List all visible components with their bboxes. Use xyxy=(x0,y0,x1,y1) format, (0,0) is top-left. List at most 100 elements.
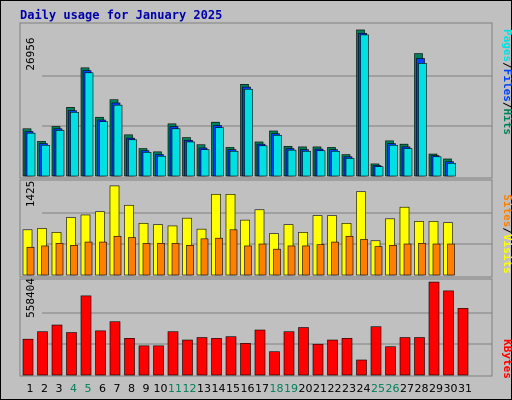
bar-kbytes-31 xyxy=(457,308,469,376)
bar-kbytes-6 xyxy=(95,330,106,376)
bar-pages-9 xyxy=(142,152,152,177)
bar-sites-6 xyxy=(99,241,107,276)
label-slash-1: / xyxy=(501,62,512,69)
ymax-label-hits: 26956 xyxy=(24,37,37,70)
x-label-7: 7 xyxy=(114,382,121,395)
bar-sites-29 xyxy=(432,243,441,276)
x-label-2: 2 xyxy=(41,382,48,395)
bar-sites-24 xyxy=(360,239,368,276)
bar-sites-26 xyxy=(389,245,397,276)
bar-pages-7 xyxy=(113,104,123,177)
x-label-26: 26 xyxy=(386,382,400,395)
bar-sites-3 xyxy=(55,243,64,276)
bar-kbytes-4 xyxy=(66,332,77,376)
chart-title: Daily usage for January 2025 xyxy=(20,8,223,22)
label-pages: Pages xyxy=(501,29,512,62)
x-label-18: 18 xyxy=(270,382,284,395)
bar-kbytes-12 xyxy=(182,339,193,376)
bar-pages-30 xyxy=(447,163,456,177)
bar-pages-23 xyxy=(345,158,355,177)
bar-kbytes-8 xyxy=(124,338,135,376)
bar-kbytes-7 xyxy=(109,321,121,376)
bar-pages-1 xyxy=(26,132,36,177)
bar-kbytes-20 xyxy=(298,327,309,376)
x-label-21: 21 xyxy=(313,382,327,395)
ymax-label-visits: 1425 xyxy=(24,181,37,208)
bar-pages-24 xyxy=(360,34,369,177)
right-label-sites-visits: Sites/Visits xyxy=(501,194,512,274)
bar-kbytes-17 xyxy=(254,329,266,376)
bar-sites-16 xyxy=(244,245,252,276)
bar-kbytes-29 xyxy=(428,281,440,376)
bar-sites-13 xyxy=(200,238,209,276)
x-label-10: 10 xyxy=(154,382,168,395)
bar-pages-17 xyxy=(258,145,268,177)
bar-pages-21 xyxy=(316,150,326,177)
label-visits: Visits xyxy=(501,234,512,274)
x-label-25: 25 xyxy=(371,382,385,395)
bar-kbytes-9 xyxy=(138,345,150,376)
bar-sites-22 xyxy=(331,241,339,276)
bar-kbytes-11 xyxy=(167,331,179,376)
label-slash-2: / xyxy=(501,102,512,109)
bar-kbytes-19 xyxy=(283,331,295,376)
bar-sites-11 xyxy=(171,243,180,276)
x-label-22: 22 xyxy=(328,382,342,395)
bar-sites-10 xyxy=(157,243,165,276)
bar-pages-15 xyxy=(229,150,239,177)
x-label-12: 12 xyxy=(183,382,197,395)
bar-pages-2 xyxy=(41,144,50,177)
bar-sites-5 xyxy=(84,241,93,276)
bar-pages-10 xyxy=(157,155,166,177)
bar-sites-15 xyxy=(229,229,238,276)
bar-pages-16 xyxy=(244,88,253,177)
bar-kbytes-30 xyxy=(443,290,454,376)
x-label-9: 9 xyxy=(143,382,150,395)
bar-pages-27 xyxy=(403,148,413,177)
bar-sites-4 xyxy=(70,245,78,276)
x-label-28: 28 xyxy=(415,382,429,395)
bar-pages-4 xyxy=(70,112,79,177)
x-label-3: 3 xyxy=(56,382,63,395)
bar-kbytes-16 xyxy=(240,343,251,376)
bar-kbytes-26 xyxy=(385,346,396,376)
bar-kbytes-10 xyxy=(153,345,164,376)
bar-sites-18 xyxy=(273,248,281,276)
bar-kbytes-1 xyxy=(22,338,34,376)
bars xyxy=(22,29,469,376)
bar-pages-13 xyxy=(200,149,210,177)
bar-pages-11 xyxy=(171,128,181,177)
bar-sites-14 xyxy=(215,237,223,276)
x-label-19: 19 xyxy=(284,382,298,395)
bar-kbytes-13 xyxy=(196,337,208,376)
x-label-11: 11 xyxy=(168,382,182,395)
bar-pages-26 xyxy=(389,144,398,177)
x-label-15: 15 xyxy=(226,382,240,395)
x-label-5: 5 xyxy=(85,382,92,395)
x-label-30: 30 xyxy=(444,382,458,395)
bar-pages-22 xyxy=(331,150,340,177)
bar-pages-29 xyxy=(432,156,442,177)
right-label-hits-files-pages: Pages/Files/Hits xyxy=(501,29,512,135)
bar-pages-20 xyxy=(302,150,311,177)
bar-kbytes-28 xyxy=(414,337,425,376)
x-label-24: 24 xyxy=(357,382,371,395)
x-label-8: 8 xyxy=(128,382,135,395)
ymax-label-kbytes: 558404 xyxy=(24,278,37,318)
bar-pages-8 xyxy=(128,139,137,177)
bar-sites-28 xyxy=(418,243,426,276)
label-hits: Hits xyxy=(501,109,512,136)
bar-kbytes-23 xyxy=(341,338,353,376)
x-label-1: 1 xyxy=(27,382,34,395)
label-sites: Sites xyxy=(501,194,512,227)
bar-pages-18 xyxy=(273,135,282,177)
bar-sites-7 xyxy=(113,235,122,276)
bar-kbytes-27 xyxy=(399,337,411,376)
label-files: Files xyxy=(501,69,512,102)
bar-sites-17 xyxy=(258,243,267,276)
x-label-16: 16 xyxy=(241,382,255,395)
bar-sites-20 xyxy=(302,245,310,276)
bar-sites-21 xyxy=(316,244,325,276)
bar-sites-12 xyxy=(186,245,194,276)
